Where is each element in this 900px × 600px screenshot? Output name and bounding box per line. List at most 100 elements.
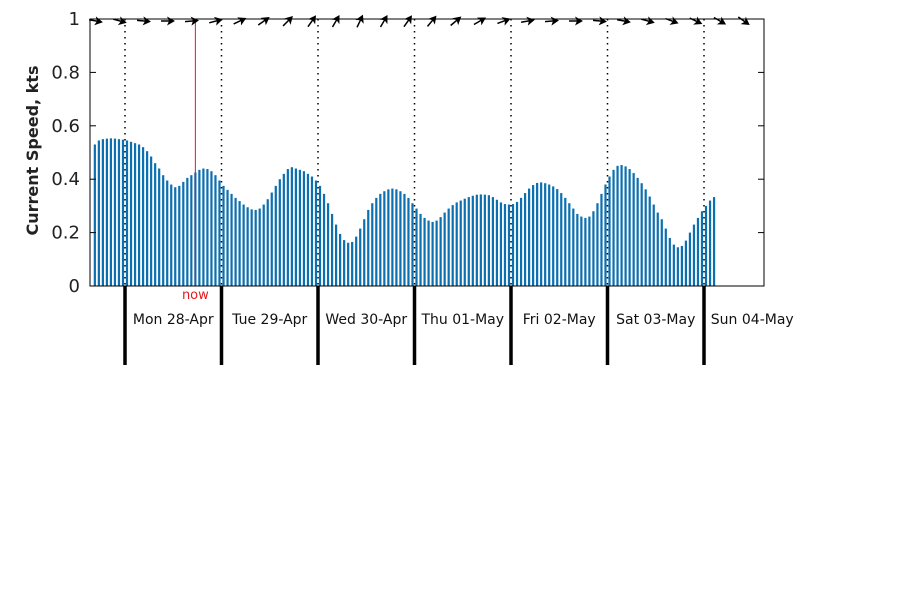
speed-bar (93, 144, 96, 286)
speed-bar (403, 193, 406, 286)
speed-bar (459, 200, 462, 286)
speed-bar (455, 202, 458, 286)
speed-bar (242, 204, 245, 286)
direction-arrow-icon (569, 16, 583, 26)
day-label: Sun 04-May (711, 312, 794, 328)
speed-bar (347, 242, 350, 286)
speed-bar (544, 183, 547, 286)
speed-bar (688, 232, 692, 286)
direction-arrow-icon (331, 14, 340, 28)
speed-bar (306, 173, 310, 286)
speed-bar (146, 151, 149, 286)
speed-bar (584, 217, 587, 286)
speed-bar (532, 185, 535, 286)
speed-bar (616, 165, 619, 286)
speed-bar (234, 197, 237, 286)
speed-bar (443, 212, 446, 286)
bars-layer (93, 138, 716, 287)
speed-bar (274, 185, 277, 287)
speed-bar (656, 212, 659, 286)
speed-bar (556, 189, 559, 286)
speed-bar (117, 139, 121, 286)
speed-bar (125, 140, 129, 286)
y-tick-label: 1 (69, 9, 80, 30)
speed-bar (419, 213, 422, 286)
speed-bar (298, 169, 302, 286)
speed-bar (572, 208, 575, 286)
speed-bar (322, 193, 326, 286)
speed-bar (704, 205, 708, 286)
speed-bar (355, 236, 358, 286)
speed-bar (427, 220, 430, 286)
speed-bar (206, 169, 209, 286)
speed-bar (326, 203, 330, 286)
direction-arrow-icon (233, 17, 247, 26)
speed-bar (644, 189, 647, 286)
speed-bar (395, 189, 398, 286)
speed-bar (495, 199, 499, 286)
speed-bar (246, 207, 249, 286)
speed-bar (262, 204, 265, 286)
speed-bar (548, 184, 551, 286)
speed-bar (672, 244, 675, 286)
day-labels: Mon 28-Apr Tue 29-Apr Wed 30-Apr Thu 01-May… (133, 312, 794, 328)
speed-bar (451, 205, 454, 286)
speed-bar (222, 185, 225, 287)
speed-bar (339, 233, 342, 286)
speed-bar (491, 197, 495, 286)
speed-bar (129, 141, 133, 286)
speed-bar (154, 163, 157, 286)
speed-bar (712, 197, 716, 286)
direction-arrow-icon (616, 16, 631, 26)
speed-bar (592, 211, 595, 286)
speed-bar (608, 176, 611, 286)
speed-bar (487, 195, 490, 286)
speed-bar (383, 191, 386, 286)
speed-bar (700, 211, 704, 286)
speed-bar (467, 197, 470, 286)
speed-bar (170, 184, 173, 286)
speed-bar (648, 196, 651, 286)
speed-bar (660, 219, 663, 286)
speed-bar (109, 138, 113, 286)
speed-bar (576, 213, 579, 286)
speed-bar (624, 166, 627, 286)
speed-bar (708, 200, 712, 286)
direction-arrow-icon (450, 16, 462, 27)
direction-arrow-icon (713, 16, 727, 25)
speed-bar (282, 173, 285, 286)
day-label: Mon 28-Apr (133, 312, 214, 328)
speed-bar (664, 228, 667, 286)
speed-bar (588, 216, 591, 286)
speed-bar (463, 198, 466, 286)
speed-bar (162, 175, 165, 286)
speed-bar (101, 139, 104, 286)
speed-bar (612, 169, 615, 286)
speed-bar (580, 216, 583, 286)
speed-bar (628, 169, 631, 286)
speed-bar (150, 156, 153, 286)
speed-bar (527, 188, 531, 286)
speed-bar (278, 179, 281, 286)
direction-arrow-icon (257, 16, 270, 26)
direction-arrow-icon (88, 16, 103, 26)
speed-bar (503, 204, 507, 286)
speed-bar (471, 195, 474, 286)
day-label: Thu 01-May (420, 312, 504, 328)
speed-bar (407, 197, 410, 286)
speed-bar (310, 176, 314, 286)
direction-arrow-icon (737, 16, 750, 26)
speed-bar (604, 184, 607, 286)
speed-bar (133, 143, 137, 286)
speed-bar (371, 203, 374, 286)
speed-bar (226, 189, 229, 286)
speed-bar (515, 201, 519, 286)
speed-bar (511, 204, 515, 286)
y-tick-label: 0.6 (51, 116, 80, 137)
direction-arrow-icon (307, 15, 317, 28)
plot-frame (89, 18, 765, 287)
speed-bar (423, 217, 426, 286)
direction-arrow-icon (379, 14, 388, 28)
speed-bar (214, 175, 217, 286)
